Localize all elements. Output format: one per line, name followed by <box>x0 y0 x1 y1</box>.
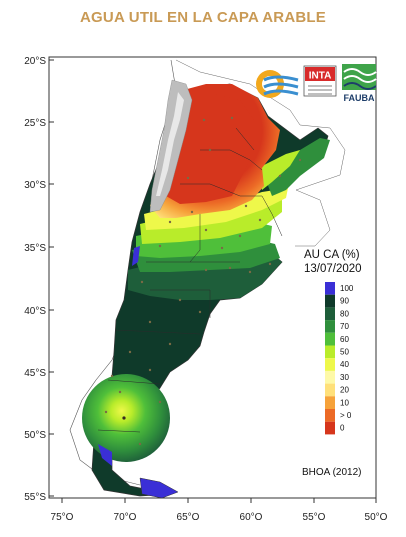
legend-swatch <box>325 345 335 359</box>
lon-label-50: 50°O <box>365 512 388 523</box>
legend-title: AU CA (%) <box>304 249 360 261</box>
uruguay-outline <box>295 189 331 247</box>
legend-swatch <box>325 409 335 422</box>
legend-swatches: 100 90 80 70 60 50 40 30 20 10 > 0 0 <box>325 282 354 435</box>
legend-label: 0 <box>340 424 345 433</box>
ne-humid-edge <box>258 150 300 190</box>
ne-humid-zone <box>262 138 330 196</box>
patagonia-moist-zone <box>82 374 170 462</box>
west-saturated-strip <box>132 246 140 266</box>
legend-label: 10 <box>340 398 349 407</box>
legend-swatch <box>325 282 335 295</box>
lat-label-30: 30°S <box>24 180 46 191</box>
legend-swatch <box>325 320 335 333</box>
legend-swatch <box>325 396 335 409</box>
fauba-logo: FAUBA <box>342 64 377 103</box>
lat-label-55: 55°S <box>24 492 46 503</box>
source-label: BHOA (2012) <box>302 467 361 478</box>
legend-swatch <box>325 421 335 435</box>
lat-label-40: 40°S <box>24 306 46 317</box>
lon-label-55: 55°O <box>303 512 326 523</box>
legend-label: 50 <box>340 348 349 357</box>
legend-swatch <box>325 307 335 321</box>
map-title: AGUA UTIL EN LA CAPA ARABLE <box>80 9 326 26</box>
legend-label: 20 <box>340 386 349 395</box>
tierra-del-fuego-saturated <box>139 477 179 498</box>
lat-label-20: 20°S <box>24 56 46 67</box>
lat-label-45: 45°S <box>24 368 46 379</box>
smn-logo <box>256 70 299 98</box>
lat-label-35: 35°S <box>24 243 46 254</box>
legend: AU CA (%) 13/07/2020 1009080706050403020… <box>302 249 362 478</box>
longitude-axis: 75°O 70°O 65°O 60°O 55°O 50°O <box>51 498 388 523</box>
legend-swatch <box>325 332 335 346</box>
svg-text:INTA: INTA <box>309 71 332 82</box>
legend-swatch <box>325 358 335 371</box>
legend-label: 70 <box>340 322 349 331</box>
legend-swatch <box>325 370 335 384</box>
legend-label: > 0 <box>340 411 352 420</box>
bolivia-outline <box>175 59 301 126</box>
province-borders <box>97 127 283 433</box>
legend-swatch <box>325 383 335 397</box>
svg-text:FAUBA: FAUBA <box>344 93 375 103</box>
legend-label: 60 <box>340 335 349 344</box>
lon-label-65: 65°O <box>177 512 200 523</box>
lat-label-25: 25°S <box>24 118 46 129</box>
north-dry-core <box>166 94 256 204</box>
legend-label: 40 <box>340 360 349 369</box>
station-dots <box>104 116 302 446</box>
inta-logo: INTA <box>303 65 337 97</box>
legend-label: 30 <box>340 373 349 382</box>
legend-swatch <box>325 294 335 308</box>
lat-label-50: 50°S <box>24 430 46 441</box>
brazil-outline <box>295 124 346 191</box>
latitude-axis: 20°S 25°S 30°S 35°S 40°S 45°S 50°S 55°S <box>24 56 54 503</box>
logo-row: INTA FAUBA <box>256 64 377 103</box>
lon-label-60: 60°O <box>240 512 263 523</box>
legend-label: 100 <box>340 284 354 293</box>
south-saturated-strip <box>98 444 112 466</box>
legend-label: 90 <box>340 297 349 306</box>
legend-date: 13/07/2020 <box>304 263 362 275</box>
lon-label-75: 75°O <box>51 512 74 523</box>
lon-label-70: 70°O <box>114 512 137 523</box>
andes-grey-detail <box>156 92 184 196</box>
legend-label: 80 <box>340 309 349 318</box>
